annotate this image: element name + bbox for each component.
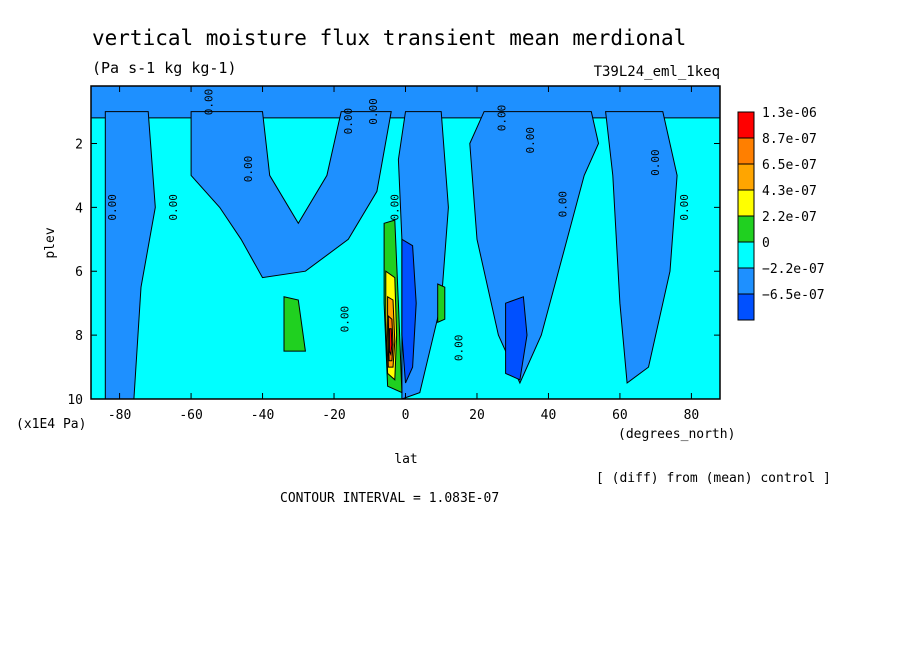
diff-note: [ (diff) from (mean) control ] <box>596 471 831 486</box>
contour-label-8: 0.00 <box>453 335 466 362</box>
contour-label-0: 0.00 <box>106 194 119 221</box>
contour-region-neg2-13 <box>401 238 417 384</box>
contour-region-neg2-14 <box>505 296 528 381</box>
contour-label-1: 0.00 <box>167 194 180 221</box>
legend-swatch <box>737 267 755 295</box>
y-axis-label: plev <box>43 227 58 258</box>
legend-swatch <box>737 189 755 217</box>
legend-label: 6.5e-07 <box>762 158 817 173</box>
run-name-label: T39L24_eml_1keq <box>594 64 720 80</box>
legend-label: 0 <box>762 236 770 251</box>
contour-label-11: 0.00 <box>556 191 569 218</box>
x-tick-label: -20 <box>322 408 345 423</box>
contour-label-7: 0.00 <box>388 194 401 221</box>
x-tick-label: -60 <box>179 408 202 423</box>
contour-label-2: 0.00 <box>242 156 255 183</box>
x-axis-label: lat <box>394 452 417 467</box>
legend-swatch <box>737 293 755 321</box>
contour-region-neg1-4 <box>469 111 600 385</box>
contour-label-3: 0.00 <box>342 108 355 135</box>
contour-label-13: 0.00 <box>678 194 691 221</box>
legend-swatch <box>737 215 755 243</box>
contour-region-pos1-6 <box>283 296 306 352</box>
units-label: (Pa s-1 kg kg-1) <box>92 59 237 77</box>
legend-label: −2.2e-07 <box>762 262 825 277</box>
x-axis-ticks: -80 -60 -40 -20 0 20 40 60 80 <box>108 86 699 423</box>
y-tick-label: 4 <box>75 201 83 216</box>
contour-label-10: 0.00 <box>524 127 537 154</box>
legend-label: 2.2e-07 <box>762 210 817 225</box>
contour-label-9: 0.00 <box>496 105 509 132</box>
y-tick-label: 8 <box>75 329 83 344</box>
contour-region-neg1-1 <box>104 111 156 399</box>
chart-title: vertical moisture flux transient mean me… <box>92 26 686 50</box>
contour-label-5: 0.00 <box>203 89 216 116</box>
contour-region-neg1-5 <box>605 111 678 384</box>
contour-label-4: 0.00 <box>367 98 380 125</box>
legend-label: 8.7e-07 <box>762 132 817 147</box>
contour-region-neg1-2 <box>190 111 392 279</box>
contour-label-layer: 0.00 0.00 0.00 0.00 0.00 0.00 0.00 0.00 0.00 0.00… <box>106 89 691 361</box>
y-tick-label: 10 <box>67 393 83 408</box>
legend-swatch <box>737 241 755 269</box>
x-tick-label: -40 <box>251 408 274 423</box>
x-tick-label: -80 <box>108 408 131 423</box>
contour-region-pos1-8 <box>437 283 446 324</box>
x-tick-label: 60 <box>612 408 628 423</box>
legend-swatch <box>737 137 755 165</box>
y-tick-label: 2 <box>75 137 83 152</box>
x-tick-label: 80 <box>684 408 700 423</box>
legend-swatch <box>737 163 755 191</box>
contour-region-neg1-0 <box>91 86 720 119</box>
contour-label-6: 0.00 <box>338 306 351 333</box>
x-tick-label: 20 <box>469 408 485 423</box>
y-axis-units: (x1E4 Pa) <box>16 417 86 432</box>
legend-label: 1.3e-06 <box>762 106 817 121</box>
legend-label: 4.3e-07 <box>762 184 817 199</box>
x-tick-label: 40 <box>541 408 557 423</box>
y-tick-label: 6 <box>75 265 83 280</box>
color-legend: 1.3e-06 8.7e-07 6.5e-07 4.3e-07 2.2e-07 0 −2.2… <box>737 106 825 321</box>
x-tick-label: 0 <box>402 408 410 423</box>
legend-label: −6.5e-07 <box>762 288 825 303</box>
contour-region-pos5-12 <box>388 328 393 357</box>
contour-interval-label: CONTOUR INTERVAL = 1.083E-07 <box>280 491 499 506</box>
contour-label-12: 0.00 <box>649 149 662 176</box>
x-axis-units: (degrees_north) <box>618 427 735 442</box>
legend-swatch <box>737 111 755 139</box>
y-axis-ticks: 2 4 6 8 10 <box>67 137 720 408</box>
contour-fill-layer <box>91 86 720 399</box>
